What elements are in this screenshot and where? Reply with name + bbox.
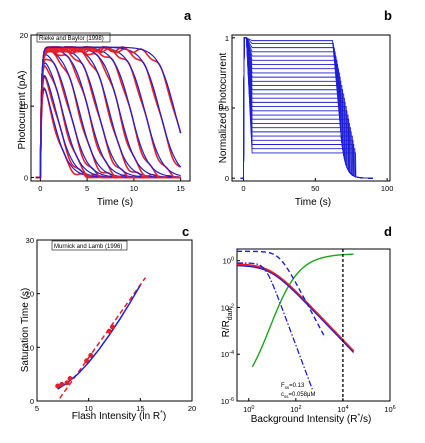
panel-b-trace (240, 37, 373, 179)
panel-d-tick-label: 10-2 (221, 303, 234, 312)
panel-a-annotation: Rieke and Baylor (1998) (39, 36, 104, 42)
panel-b-ytick-label: 0.5 (219, 104, 229, 113)
panel-c-fit-line (59, 277, 147, 399)
panel-a-frame (30, 34, 191, 182)
panel-a-model-trace (35, 46, 182, 179)
panel-b-xtick-label: 0 (241, 184, 245, 193)
panel-b-trace (240, 37, 373, 179)
panel-a-xtick-label: 15 (176, 184, 184, 193)
panel-d-ylabel: R/Rdark (221, 306, 234, 337)
panel-d-blue-curve (236, 265, 354, 353)
panel-b-xlabel: Time (s) (295, 197, 331, 208)
panel-c-xlabel: Flash Intensity (ln R*) (72, 410, 166, 422)
panel-c-data-point (55, 383, 61, 389)
panel-a-ylabel: Photocurrent (pA) (17, 71, 28, 150)
panel-d-blue-dashdot-curve (237, 262, 313, 390)
panel-c-ytick-label: 10 (26, 343, 34, 352)
panel-b-trace (240, 37, 373, 179)
panel-b-trace (240, 37, 373, 179)
panel-a-xtick-label: 10 (130, 184, 138, 193)
panel-a-data-trace (35, 45, 181, 179)
panel-b-xtick-label: 50 (311, 184, 319, 193)
panel-c-data-point (106, 328, 112, 334)
panel-c-data-point (64, 380, 70, 386)
panel-d-tick-label: 106 (384, 405, 395, 414)
panel-letter-d: d (384, 224, 392, 239)
panel-c-annotation-box (51, 240, 128, 251)
panel-d-tick-label: 10-4 (221, 350, 234, 359)
panel-d-annotation-f: Fss=0.13 (281, 383, 305, 390)
panel-c-xtick-label: 15 (136, 404, 144, 413)
panel-b-ylabel: Normalized Photocurrent (218, 52, 229, 163)
panel-b-trace (240, 37, 373, 179)
panel-d-xlabel: Background Intensity (R*/s) (251, 413, 372, 425)
panel-a-ytick-label: 20 (20, 31, 28, 40)
panel-b-xtick-label: 100 (381, 184, 394, 193)
panel-d-tick-label: 10-6 (221, 397, 234, 406)
panel-d-tick-label: 104 (337, 405, 348, 414)
panel-c-data-point (109, 324, 115, 330)
panel-d-frame (236, 248, 391, 402)
panel-c-annotation: Murnick and Lamb (1996) (54, 244, 122, 250)
panel-d-red-curve (236, 263, 355, 353)
panel-letter-c: c (182, 224, 189, 239)
panel-b-trace (240, 37, 373, 179)
panel-b-ytick-label: 0 (225, 174, 229, 183)
panel-c-data-point (67, 376, 73, 381)
panel-c-data-point (84, 358, 90, 364)
panel-c-data-point (59, 381, 65, 387)
panel-d-green-curve (251, 253, 354, 368)
panel-c-ytick-label: 20 (26, 290, 34, 299)
panel-c-xtick-label: 10 (84, 404, 92, 413)
panel-a-xtick-label: 0 (38, 184, 42, 193)
panel-c-ytick-label: 30 (26, 236, 34, 245)
panel-a-traces (35, 45, 182, 179)
panel-letter-a: a (184, 8, 192, 23)
panel-c-frame (36, 239, 193, 402)
panel-a-annotation-box (36, 32, 111, 43)
panel-b-ytick-label: 1 (225, 34, 229, 43)
panel-d-annotation-c: css=0.058μM (281, 392, 315, 399)
panel-a-xlabel: Time (s) (97, 197, 133, 208)
panel-b-frame (231, 34, 391, 182)
panel-c-model-curve (57, 284, 141, 390)
panel-letter-b: b (384, 8, 392, 23)
panel-a-ytick-label: 10 (20, 102, 28, 111)
panel-b-traces (240, 37, 373, 179)
panel-c-ylabel: Saturation Time (s) (20, 288, 31, 372)
panel-c-ytick-label: 0 (30, 397, 34, 406)
panel-a-data-trace (35, 45, 182, 179)
panel-c-data-point (88, 352, 94, 358)
panel-b-trace (240, 37, 373, 179)
panel-d-blue-dashed-curve (237, 250, 326, 339)
panel-d-tick-label: 100 (223, 257, 234, 266)
panel-d-tick-label: 102 (290, 405, 301, 414)
panel-a-ytick-label: 0 (24, 173, 28, 182)
panel-c-xtick-label: 5 (35, 404, 39, 413)
panel-a-xtick-label: 5 (85, 184, 89, 193)
panel-c-xtick-label: 20 (188, 404, 196, 413)
panel-d-tick-label: 100 (243, 405, 254, 414)
